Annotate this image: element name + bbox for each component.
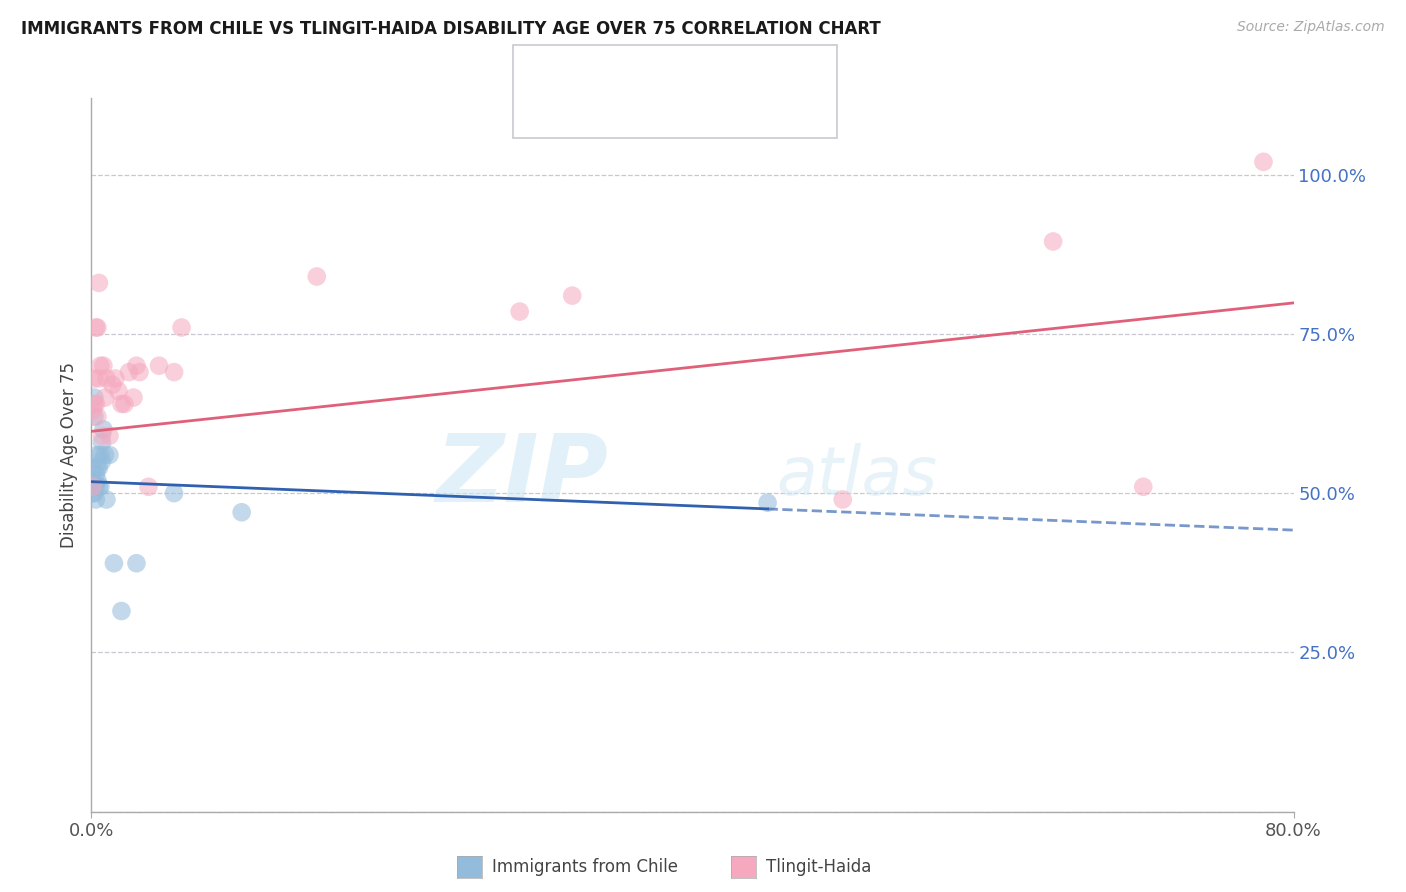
Point [1253,154,1275,169]
Point [561,288,583,302]
Point [509,304,531,318]
Text: atlas: atlas [776,443,938,509]
Point [87,480,110,494]
Point [138,480,160,494]
Point [84,467,107,481]
Text: N =: N = [679,62,713,80]
Point [96,492,118,507]
Point [231,505,253,519]
Text: N =: N = [679,103,713,120]
Text: 29: 29 [716,62,741,80]
Point [756,496,779,510]
Point [87,276,110,290]
Point [82,474,104,488]
Point [87,371,110,385]
Point [82,486,104,500]
Point [110,397,132,411]
Point [86,474,108,488]
Point [96,371,118,385]
Point [86,460,108,475]
Point [89,359,111,373]
Text: -0.102: -0.102 [603,62,668,80]
Text: ZIP: ZIP [436,430,609,523]
Point [83,391,105,405]
Point [84,397,107,411]
Point [101,377,124,392]
Point [98,429,121,443]
Point [107,384,129,399]
Point [89,480,111,494]
Text: R =: R = [567,62,600,80]
Text: Tlingit-Haida: Tlingit-Haida [766,858,872,876]
Point [128,365,150,379]
Point [125,556,148,570]
Point [82,460,104,475]
Point [86,448,108,462]
Point [103,556,125,570]
Point [83,371,105,385]
Point [1132,480,1154,494]
Text: Immigrants from Chile: Immigrants from Chile [492,858,678,876]
Point [118,365,141,379]
Text: IMMIGRANTS FROM CHILE VS TLINGIT-HAIDA DISABILITY AGE OVER 75 CORRELATION CHART: IMMIGRANTS FROM CHILE VS TLINGIT-HAIDA D… [21,20,880,37]
Point [163,486,186,500]
Point [831,492,853,507]
Point [87,460,110,475]
Point [122,391,145,405]
Point [94,391,117,405]
Point [82,403,104,417]
Point [104,371,127,385]
Point [93,422,115,436]
Point [110,604,132,618]
Point [125,359,148,373]
Text: 37: 37 [716,103,741,120]
Point [90,435,112,450]
Point [114,397,136,411]
Point [83,486,105,500]
Point [98,448,121,462]
Point [90,429,112,443]
Point [86,320,108,334]
Text: 0.403: 0.403 [603,103,659,120]
Text: R =: R = [567,103,600,120]
Point [93,359,115,373]
Point [82,480,104,494]
Text: Source: ZipAtlas.com: Source: ZipAtlas.com [1237,20,1385,34]
Point [83,397,105,411]
Point [90,454,112,468]
Y-axis label: Disability Age Over 75: Disability Age Over 75 [59,362,77,548]
Point [84,320,107,334]
Point [148,359,170,373]
Point [305,269,328,284]
Point [170,320,193,334]
Point [1042,235,1064,249]
Point [94,448,117,462]
Point [83,409,105,424]
Point [86,409,108,424]
Point [163,365,186,379]
Point [83,480,105,494]
Point [84,492,107,507]
Point [84,480,107,494]
Point [89,448,111,462]
